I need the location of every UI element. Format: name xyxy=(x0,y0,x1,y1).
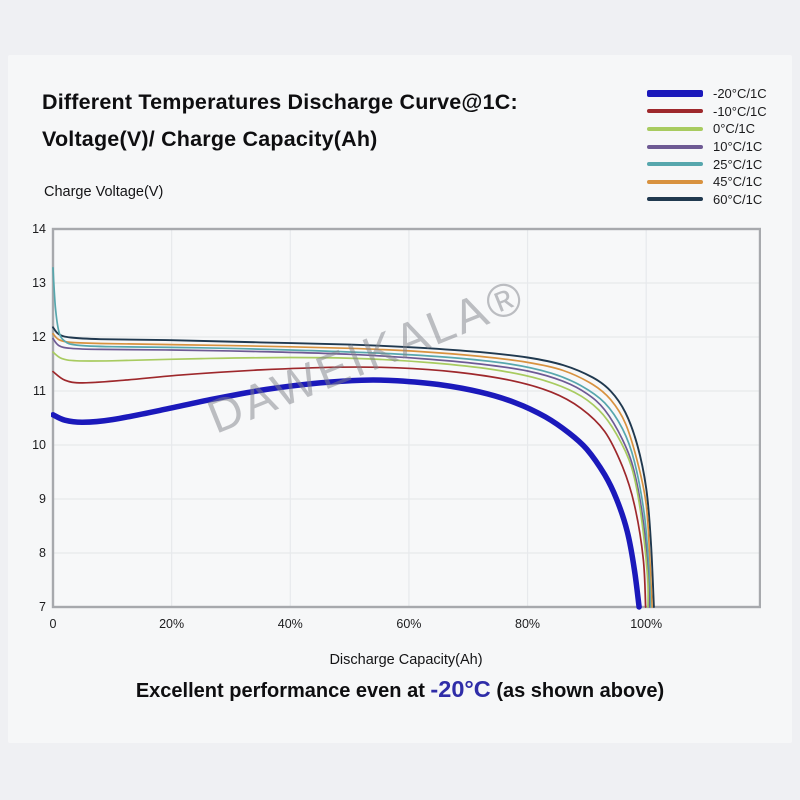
y-tick-10: 10 xyxy=(32,438,46,452)
legend-label: 25°C/1C xyxy=(713,156,763,172)
legend-item-45°C/1C: 45°C/1C xyxy=(647,173,777,191)
y-tick-9: 9 xyxy=(39,492,46,506)
y-tick-12: 12 xyxy=(32,330,46,344)
legend-label: 60°C/1C xyxy=(713,191,763,207)
footer-caption-prefix: Excellent performance even at xyxy=(135,680,431,702)
x-tick-40%: 40% xyxy=(277,617,303,631)
x-tick-100%: 100% xyxy=(630,617,663,631)
x-tick-60%: 60% xyxy=(396,617,422,631)
y-tick-13: 13 xyxy=(32,276,46,290)
discharge-curve-chart xyxy=(51,227,761,610)
curve-0°C/1C xyxy=(52,351,649,608)
curve-10°C/1C xyxy=(52,337,651,608)
y-tick-11: 11 xyxy=(33,384,46,398)
plot-background xyxy=(53,229,760,607)
legend-item-0°C/1C: 0°C/1C xyxy=(647,120,777,138)
footer-caption: Excellent performance even at -20°C (as … xyxy=(0,676,800,703)
x-axis-title: Discharge Capacity(Ah) xyxy=(329,652,483,668)
legend-label: 0°C/1C xyxy=(713,121,756,137)
x-tick-20%: 20% xyxy=(159,617,185,631)
y-tick-8: 8 xyxy=(39,546,46,560)
legend-label: 45°C/1C xyxy=(713,174,763,190)
plot-border xyxy=(51,227,761,609)
curve-45°C/1C xyxy=(52,332,653,608)
legend-label: -20°C/1C xyxy=(713,86,767,102)
chart-legend: -20°C/1C -10°C/1C 0°C/1C 10°C/1C 25°C/1C 45°C… xyxy=(647,85,777,208)
legend-label: 10°C/1C xyxy=(713,139,763,155)
legend-item-10°C/1C: 10°C/1C xyxy=(647,138,777,156)
curve--10°C/1C xyxy=(52,366,647,608)
x-tick-80%: 80% xyxy=(515,617,541,631)
footer-caption-highlight: -20°C xyxy=(430,676,491,702)
x-tick-0: 0 xyxy=(49,617,57,631)
legend-swatch-icon xyxy=(647,126,703,131)
legend-item-60°C/1C: 60°C/1C xyxy=(647,191,777,209)
legend-label: -10°C/1C xyxy=(713,103,767,119)
curve-60°C/1C xyxy=(52,326,655,608)
y-tick-7: 7 xyxy=(39,600,46,614)
page-title: Different Temperatures Discharge Curve@1… xyxy=(42,84,642,158)
legend-item--20°C/1C: -20°C/1C xyxy=(647,85,777,103)
y-tick-14: 14 xyxy=(32,222,46,236)
legend-item--10°C/1C: -10°C/1C xyxy=(647,103,777,121)
page-title-line2: Voltage(V)/ Charge Capacity(Ah) xyxy=(42,127,378,151)
legend-swatch-icon xyxy=(647,90,703,98)
legend-item-25°C/1C: 25°C/1C xyxy=(647,155,777,173)
legend-swatch-icon xyxy=(647,109,703,114)
plot-region: 14 13 12 11 10 9 8 7 0 20% 40% 60% 80% 100% xyxy=(32,222,761,631)
footer-caption-suffix: (as shown above) xyxy=(490,680,665,702)
legend-swatch-icon xyxy=(647,162,703,167)
legend-swatch-icon xyxy=(647,144,703,149)
legend-swatch-icon xyxy=(647,179,703,184)
curve--20°C/1C xyxy=(51,377,642,610)
legend-swatch-icon xyxy=(647,197,703,202)
curve-25°C/1C xyxy=(52,267,652,608)
page-title-line1: Different Temperatures Discharge Curve@1… xyxy=(42,90,518,114)
y-axis-title: Charge Voltage(V) xyxy=(44,184,164,200)
